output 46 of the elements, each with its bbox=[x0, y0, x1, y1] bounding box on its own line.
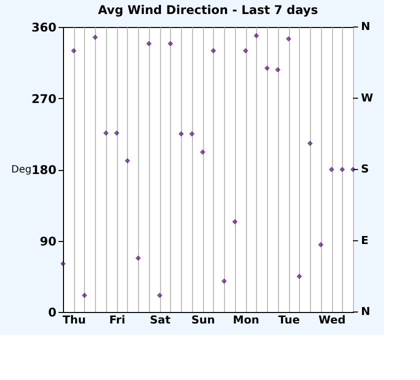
point bbox=[296, 274, 302, 279]
point bbox=[82, 292, 88, 298]
point bbox=[71, 48, 76, 54]
text: S bbox=[361, 162, 369, 176]
y-tick-label: 90 bbox=[40, 234, 56, 248]
chart-title: Avg Wind Direction - Last 7 days bbox=[98, 3, 318, 17]
point bbox=[318, 242, 324, 248]
x-tick-label: Mon bbox=[232, 314, 260, 326]
point bbox=[114, 130, 120, 136]
point bbox=[243, 48, 248, 54]
point bbox=[254, 33, 259, 38]
point bbox=[136, 256, 141, 261]
point bbox=[340, 166, 345, 172]
point bbox=[124, 158, 130, 164]
x-tick-label: Tue bbox=[278, 314, 300, 326]
y-tick-label: 270 bbox=[31, 92, 56, 106]
point bbox=[178, 131, 184, 136]
point bbox=[222, 278, 227, 284]
point bbox=[157, 292, 162, 298]
point bbox=[307, 140, 313, 146]
y-tick-label: 0 bbox=[48, 306, 56, 320]
x-tick-label: Sat bbox=[150, 314, 170, 326]
point bbox=[200, 149, 206, 155]
point bbox=[264, 66, 270, 71]
x-tick-label: Sun bbox=[191, 314, 215, 326]
text: N bbox=[361, 20, 370, 33]
point bbox=[60, 261, 66, 266]
text: N bbox=[361, 305, 370, 318]
point bbox=[210, 48, 216, 54]
x-tick-label: Fri bbox=[109, 314, 126, 326]
point bbox=[168, 41, 173, 46]
x-tick-label: Wed bbox=[318, 314, 346, 326]
point bbox=[275, 67, 280, 72]
point bbox=[189, 131, 194, 136]
text: W bbox=[361, 91, 374, 104]
point bbox=[92, 34, 98, 40]
text: E bbox=[361, 234, 369, 247]
y-axis-title: Deg bbox=[11, 164, 32, 176]
y-tick-label: 360 bbox=[31, 20, 56, 34]
point bbox=[146, 41, 152, 46]
point bbox=[286, 36, 292, 42]
point bbox=[232, 219, 238, 224]
point bbox=[103, 130, 109, 136]
y-tick-label: 180 bbox=[31, 163, 56, 177]
point bbox=[328, 166, 334, 172]
x-tick-label: Thu bbox=[62, 314, 86, 326]
